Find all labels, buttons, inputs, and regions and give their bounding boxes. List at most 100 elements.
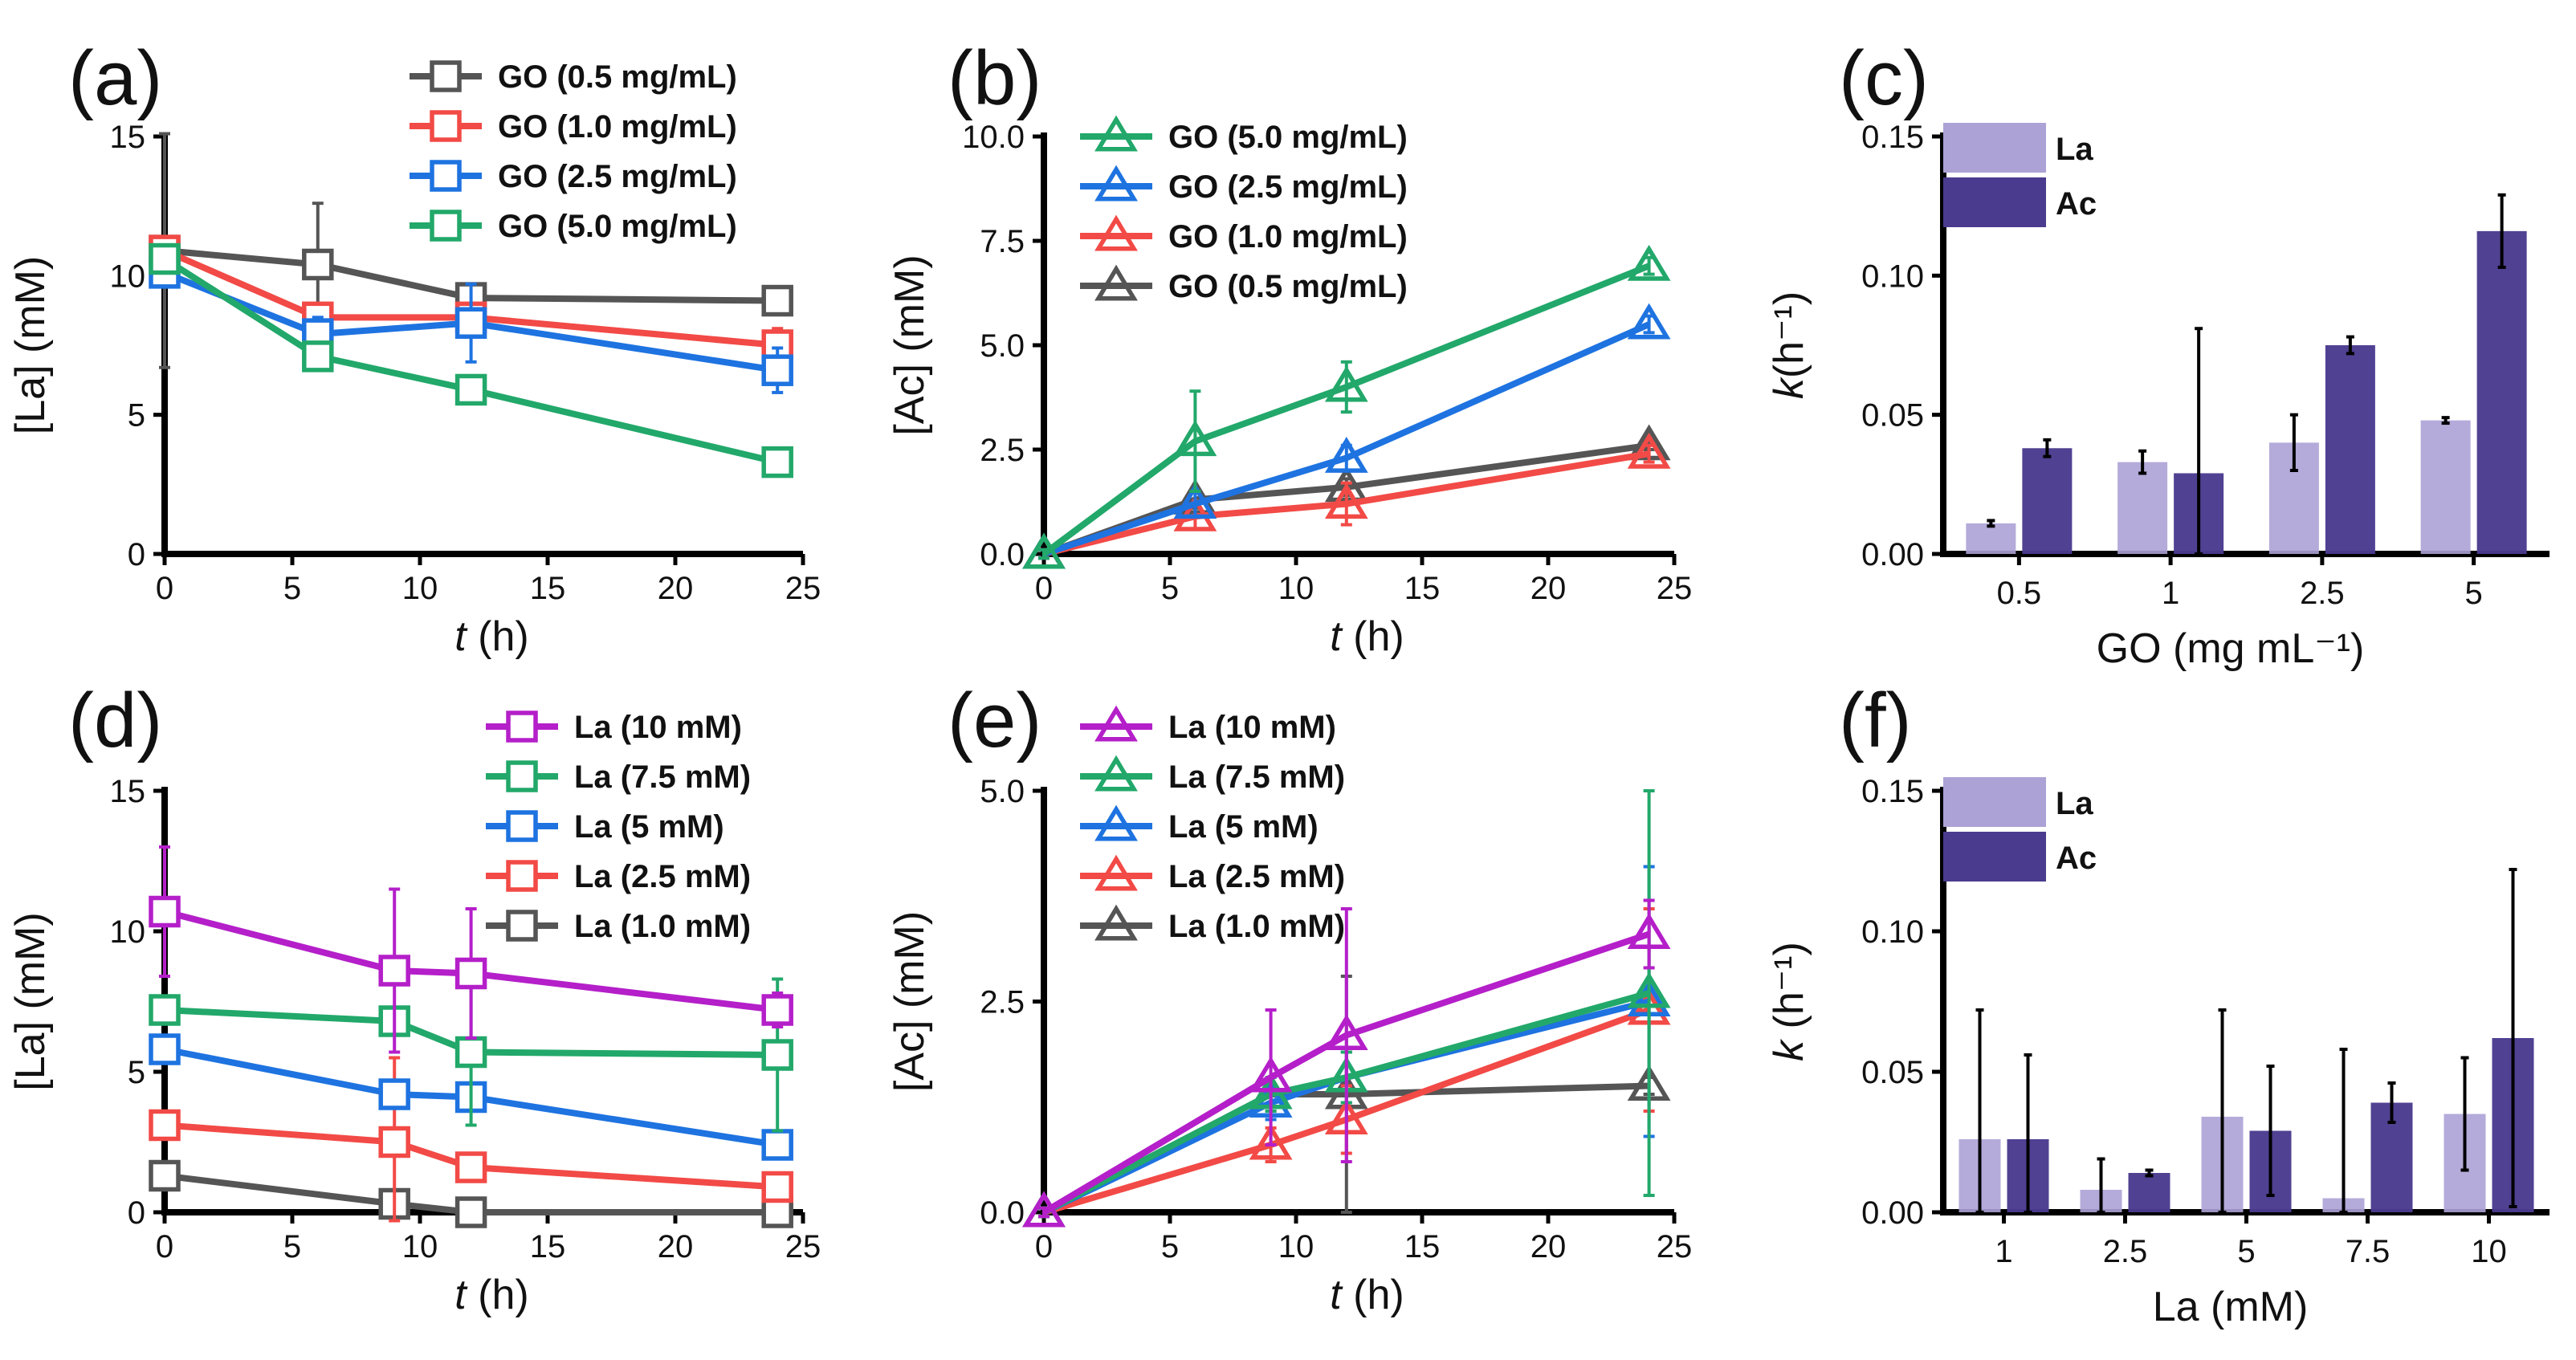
panel-a: 0 5 10 15 0 5 10 15 20 25 t (h) [La] (mM) (a) GO (0.5… <box>7 35 821 660</box>
y-tick-label: 0.05 <box>1861 1055 1924 1090</box>
y-tick-label: 15 <box>110 120 146 155</box>
y-axis-title: [Ac] (mM) <box>887 254 933 435</box>
y-axis-title: [Ac] (mM) <box>887 911 933 1092</box>
y-tick-label: 0 <box>128 537 145 572</box>
x-tick-label: 0 <box>156 571 173 606</box>
x-tick-label: 20 <box>658 571 694 606</box>
panel-letter: (c) <box>1839 35 1929 121</box>
y-tick-label: 7.5 <box>980 224 1025 259</box>
data-point <box>454 307 487 340</box>
legend-label: GO (2.5 mg/mL) <box>1168 169 1408 205</box>
x-axis-title: t (h) <box>454 1272 528 1318</box>
x-tick-label: 0.5 <box>1997 576 2042 611</box>
data-point <box>378 1126 410 1158</box>
y-tick-label: 10.0 <box>962 120 1025 155</box>
legend-marker <box>1094 854 1138 891</box>
x-tick-label: 0 <box>156 1229 173 1264</box>
data-point <box>761 1129 793 1161</box>
data-point <box>149 895 181 928</box>
legend-marker <box>430 210 462 242</box>
y-tick-label: 10 <box>110 914 146 950</box>
legend-label: La (10 mM) <box>574 710 742 745</box>
series-line <box>1042 998 1650 1215</box>
series-line <box>1043 450 1650 557</box>
x-tick-label: 1 <box>1995 1234 2012 1269</box>
y-tick-label: 0.00 <box>1861 1195 1924 1231</box>
data-point <box>454 957 487 990</box>
legend-label: GO (0.5 mg/mL) <box>1168 269 1408 304</box>
x-tick-label: 20 <box>658 1229 694 1264</box>
data-point <box>149 994 181 1026</box>
legend-swatch <box>1943 123 2046 173</box>
legend-label: GO (1.0 mg/mL) <box>1168 219 1408 254</box>
y-axis-title: [La] (mM) <box>7 256 54 434</box>
y-tick-label: 2.5 <box>980 433 1025 468</box>
legend-label: La (2.5 mM) <box>1168 859 1345 894</box>
y-tick-label: 0.15 <box>1861 774 1924 809</box>
series-line <box>164 1172 778 1215</box>
legend: GO (5.0 mg/mL) GO (2.5 mg/mL) GO (1.0 mg/m… <box>1080 115 1408 304</box>
data-point <box>1627 971 1671 1008</box>
data-point <box>1173 483 1217 519</box>
y-axis-title: k(h⁻¹) <box>1766 291 1812 399</box>
data-point <box>1173 420 1217 457</box>
y-axis-title-italic: k <box>1766 376 1812 399</box>
y-tick-label: 5 <box>128 398 145 434</box>
legend: La (10 mM) La (7.5 mM) La (5 mM) La (2.5 mM… <box>1080 705 1345 944</box>
series-blue <box>1022 303 1671 569</box>
y-axis-title-italic: k <box>1766 1038 1812 1061</box>
x-axis-title-rest: (h) <box>467 613 529 660</box>
panel-f: 0.00 0.05 0.10 0.15 1 2.5 5 7.5 10 La (mM) k (h⁻¹)… <box>1766 678 2550 1330</box>
x-tick-label: 15 <box>530 571 566 606</box>
x-tick-label: 10 <box>2471 1234 2507 1269</box>
x-tick-label: 10 <box>1278 571 1314 606</box>
y-tick-label: 5.0 <box>980 774 1025 809</box>
x-tick-label: 0 <box>1035 571 1053 606</box>
bar-ac <box>2128 1173 2170 1212</box>
series-green <box>1022 244 1671 569</box>
legend-marker <box>1094 904 1138 941</box>
x-tick-label: 20 <box>1531 1229 1567 1264</box>
legend-label: GO (5.0 mg/mL) <box>1168 120 1408 155</box>
y-tick-label: 0.05 <box>1861 398 1924 434</box>
data-point <box>761 284 793 317</box>
x-tick-label: 2.5 <box>2103 1234 2148 1269</box>
legend-marker <box>430 160 462 192</box>
legend-marker <box>1094 214 1138 251</box>
data-point <box>149 1033 181 1065</box>
y-tick-label: 0.0 <box>980 1195 1025 1231</box>
legend-label: La (10 mM) <box>1168 710 1336 745</box>
x-axis-title-rest: (h) <box>1342 613 1404 660</box>
data-point <box>1022 532 1066 569</box>
legend-swatch <box>1943 177 2046 227</box>
panel-letter: (e) <box>948 678 1041 763</box>
series-line <box>163 270 778 374</box>
bar-la <box>2117 462 2168 554</box>
x-axis-title-italic: t <box>454 1272 468 1318</box>
series-line <box>1041 263 1651 557</box>
x-tick-label: 2.5 <box>2300 576 2345 611</box>
y-axis-title: [La] (mM) <box>7 912 54 1090</box>
x-axis-title-rest: (h) <box>1342 1272 1404 1318</box>
legend-marker <box>506 760 538 792</box>
data-point <box>1249 1056 1293 1093</box>
x-tick-label: 15 <box>530 1229 566 1264</box>
bar-la <box>2420 420 2471 554</box>
x-tick-label: 25 <box>1657 1229 1693 1264</box>
data-point <box>454 1196 487 1228</box>
data-point <box>149 1109 181 1142</box>
data-point <box>1324 483 1368 519</box>
x-tick-label: 15 <box>1404 1229 1441 1264</box>
y-axis-title-rest: (h⁻¹) <box>1766 291 1812 378</box>
data-point <box>149 242 181 275</box>
series-line <box>162 256 779 466</box>
legend-marker <box>1094 705 1138 742</box>
x-tick-label: 5 <box>1161 1229 1179 1264</box>
legend-swatch <box>1943 777 2046 827</box>
series-line <box>164 1046 778 1148</box>
data-point <box>1173 495 1217 531</box>
legend-marker <box>1094 804 1138 841</box>
x-tick-label: 20 <box>1531 571 1567 606</box>
x-tick-label: 5 <box>2465 576 2483 611</box>
x-tick-label: 25 <box>785 1229 821 1264</box>
